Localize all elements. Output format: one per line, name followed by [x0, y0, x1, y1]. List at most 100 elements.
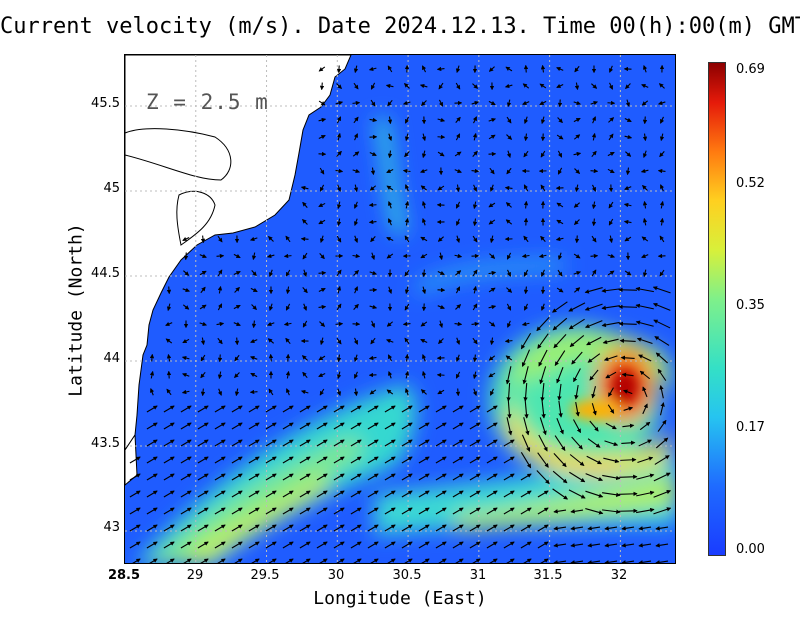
velocity-arrow — [405, 184, 410, 192]
velocity-arrow — [537, 452, 549, 468]
velocity-arrow — [265, 524, 277, 532]
velocity-arrow — [521, 434, 531, 452]
velocity-arrow — [607, 270, 615, 276]
velocity-arrow — [282, 473, 294, 481]
velocity-arrow — [505, 355, 513, 361]
velocity-arrow — [455, 82, 461, 90]
velocity-arrow — [352, 100, 361, 106]
velocity-arrow — [506, 167, 512, 175]
velocity-arrow — [401, 405, 413, 413]
velocity-arrow — [163, 405, 175, 413]
velocity-arrow — [265, 507, 277, 515]
velocity-arrow — [506, 252, 512, 260]
velocity-arrow — [387, 116, 393, 125]
velocity-arrow — [472, 337, 478, 345]
velocity-arrow — [591, 386, 597, 399]
velocity-arrow — [486, 541, 498, 549]
velocity-arrow — [302, 320, 308, 328]
x-tick-30-5: 30.5 — [392, 568, 422, 583]
velocity-arrow — [319, 167, 325, 175]
colorbar-tick-min: 0.00 — [736, 542, 765, 557]
velocity-arrow — [638, 354, 652, 362]
velocity-arrow — [520, 490, 532, 498]
velocity-arrow — [214, 456, 226, 464]
velocity-arrow — [336, 371, 342, 380]
velocity-arrow — [506, 116, 512, 124]
velocity-arrow — [367, 541, 379, 549]
velocity-arrow — [524, 399, 529, 419]
velocity-arrow — [285, 303, 291, 311]
velocity-arrow — [316, 456, 328, 464]
velocity-arrow — [285, 558, 294, 563]
velocity-arrow — [319, 388, 325, 396]
velocity-arrow — [387, 133, 393, 141]
velocity-arrow — [350, 422, 362, 430]
velocity-arrow — [505, 202, 512, 208]
velocity-arrow — [557, 150, 563, 158]
velocity-arrow — [404, 303, 410, 311]
velocity-arrow — [248, 439, 260, 447]
velocity-arrow — [369, 270, 378, 276]
velocity-arrow — [556, 418, 564, 435]
velocity-arrow — [384, 490, 396, 498]
velocity-arrow — [569, 454, 585, 466]
velocity-arrow — [300, 185, 309, 191]
velocity-arrow — [469, 473, 481, 481]
velocity-arrow — [353, 82, 359, 90]
velocity-arrow — [132, 558, 141, 563]
velocity-arrow — [659, 235, 665, 243]
velocity-arrow — [367, 490, 379, 498]
velocity-arrow — [333, 473, 345, 481]
velocity-arrow — [452, 524, 464, 532]
velocity-arrow — [604, 543, 618, 548]
velocity-arrow — [574, 235, 580, 244]
velocity-arrow — [353, 116, 359, 124]
velocity-arrow — [503, 473, 515, 481]
velocity-arrow — [652, 302, 671, 311]
velocity-arrow — [182, 287, 190, 293]
velocity-arrow — [282, 524, 294, 532]
x-tick-28-5: 28.5 — [107, 568, 141, 583]
velocity-arrow — [217, 285, 223, 294]
velocity-arrow — [489, 253, 496, 259]
velocity-arrow — [350, 490, 362, 498]
depth-label: Z = 2.5 m — [146, 90, 269, 114]
velocity-arrow — [472, 201, 478, 210]
velocity-arrow — [503, 541, 515, 549]
velocity-arrow — [199, 253, 207, 258]
velocity-arrow — [642, 150, 648, 158]
velocity-arrow — [251, 320, 257, 329]
velocity-arrow — [336, 235, 342, 243]
velocity-arrow — [182, 236, 190, 241]
velocity-arrow — [658, 83, 665, 89]
velocity-arrow — [404, 200, 410, 209]
velocity-arrow — [452, 507, 464, 515]
velocity-arrow — [421, 150, 427, 159]
velocity-arrow — [636, 473, 655, 480]
velocity-arrow — [234, 388, 240, 397]
velocity-arrow — [386, 321, 394, 327]
velocity-arrow — [282, 490, 294, 498]
velocity-arrow — [506, 269, 511, 277]
velocity-arrow — [471, 321, 480, 327]
velocity-arrow — [163, 490, 175, 498]
velocity-arrow — [573, 219, 580, 225]
velocity-arrow — [233, 321, 241, 326]
velocity-arrow — [503, 524, 515, 532]
velocity-arrow — [574, 184, 580, 193]
velocity-arrow — [653, 507, 672, 515]
velocity-arrow — [384, 541, 396, 549]
velocity-arrow — [420, 321, 428, 327]
velocity-arrow — [401, 541, 413, 549]
velocity-arrow — [452, 456, 464, 464]
velocity-arrow — [573, 287, 581, 293]
velocity-arrow — [490, 388, 495, 396]
velocity-arrow — [537, 507, 549, 515]
velocity-arrow — [523, 286, 529, 295]
velocity-arrow — [146, 456, 158, 464]
velocity-arrow — [316, 439, 328, 447]
velocity-arrow — [367, 422, 379, 430]
velocity-arrow — [384, 524, 396, 532]
velocity-arrow — [129, 507, 141, 515]
velocity-arrow — [248, 456, 260, 464]
